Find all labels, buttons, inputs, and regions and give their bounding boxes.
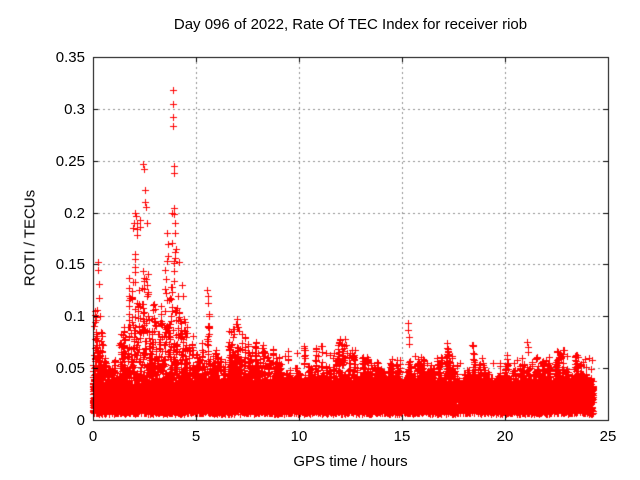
y-tick-label: 0.05	[55, 360, 85, 377]
y-tick-label: 0.25	[55, 153, 85, 170]
x-tick-label: 25	[599, 428, 617, 445]
x-tick-label: 10	[290, 428, 308, 445]
y-tick-label: 0.1	[64, 308, 85, 325]
x-tick-label: 0	[88, 428, 98, 445]
x-tick-label: 20	[496, 428, 514, 445]
y-tick-label: 0	[76, 412, 85, 429]
x-tick-label: 5	[191, 428, 201, 445]
y-tick-label: 0.2	[64, 205, 85, 222]
y-tick-label: 0.3	[64, 101, 85, 118]
chart-title: Day 096 of 2022, Rate Of TEC Index for r…	[173, 16, 528, 33]
y-tick-label: 0.15	[55, 256, 85, 273]
x-tick-label: 15	[393, 428, 411, 445]
y-tick-label: 0.35	[55, 49, 85, 66]
x-axis-label: GPS time / hours	[293, 453, 408, 470]
